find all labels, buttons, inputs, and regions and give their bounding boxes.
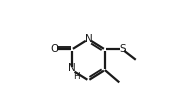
Text: N: N [85,34,92,44]
Text: H: H [73,72,79,81]
Text: S: S [119,44,126,54]
Text: N: N [68,63,76,73]
Text: O: O [50,44,58,54]
